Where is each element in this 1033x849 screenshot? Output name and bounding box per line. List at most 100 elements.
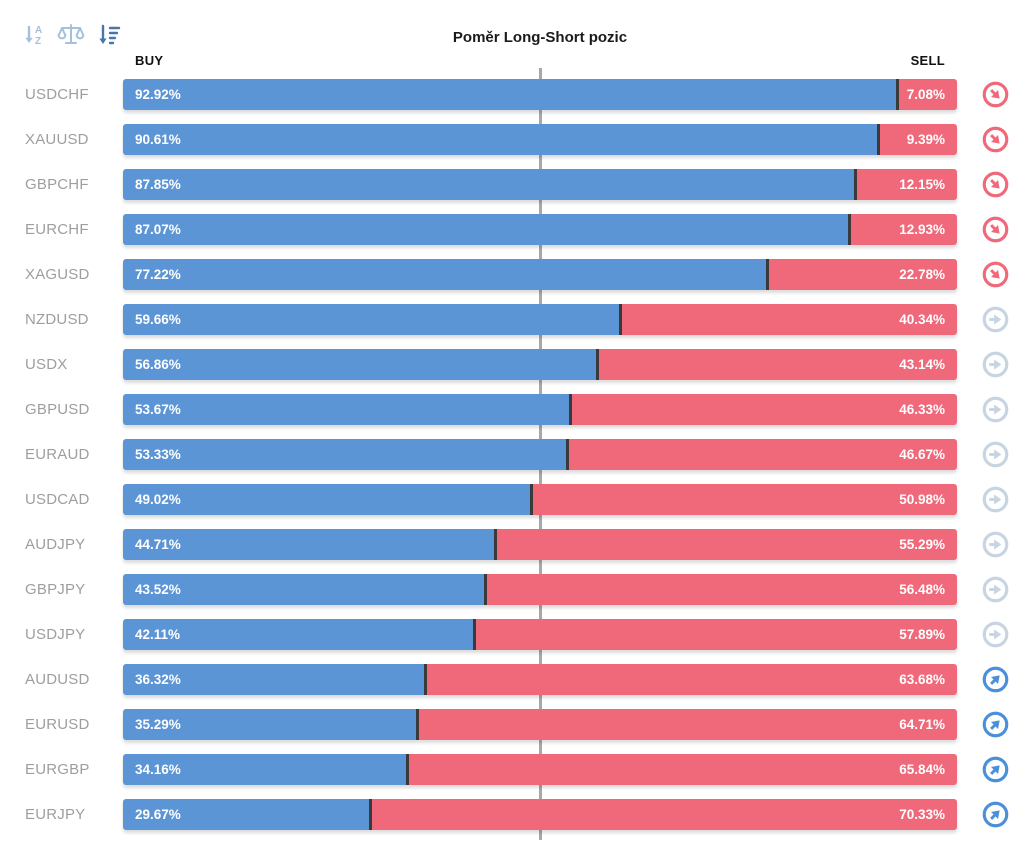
bar-divider xyxy=(368,799,372,830)
pair-row: GBPUSD 53.67% 46.33% xyxy=(0,387,1033,432)
signal-neutral-button[interactable] xyxy=(982,621,1009,648)
sell-bar-segment: 46.33% xyxy=(570,394,957,425)
chart-title: Poměr Long-Short pozic xyxy=(452,29,628,46)
sell-bar-segment: 63.68% xyxy=(425,664,957,695)
trend-down-icon xyxy=(982,261,1009,288)
signal-cell xyxy=(957,216,1033,243)
pair-label: XAUUSD xyxy=(25,131,89,148)
pair-row: GBPJPY 43.52% 56.48% xyxy=(0,567,1033,612)
signal-neutral-button[interactable] xyxy=(982,576,1009,603)
buy-bar-segment: 92.92% xyxy=(123,79,898,110)
ratio-bar: 90.61% 9.39% xyxy=(123,124,957,155)
sell-bar-segment: 70.33% xyxy=(370,799,957,830)
balance-scale-icon xyxy=(57,21,85,52)
signal-cell xyxy=(957,801,1033,828)
pair-row: AUDJPY 44.71% 55.29% xyxy=(0,522,1033,567)
pair-row: XAGUSD 77.22% 22.78% xyxy=(0,252,1033,297)
buy-bar-segment: 87.07% xyxy=(123,214,850,245)
buy-percent-value: 35.29% xyxy=(135,717,181,732)
buy-percent-value: 77.22% xyxy=(135,267,181,282)
pair-label: GBPCHF xyxy=(25,176,89,193)
buy-percent-value: 34.16% xyxy=(135,762,181,777)
buy-percent-value: 56.86% xyxy=(135,357,181,372)
signal-up-button[interactable] xyxy=(982,666,1009,693)
pair-label: EURAUD xyxy=(25,446,90,463)
sort-balance-button[interactable] xyxy=(57,22,85,50)
pair-row: XAUUSD 90.61% 9.39% xyxy=(0,117,1033,162)
buy-percent-value: 92.92% xyxy=(135,87,181,102)
sort-toolbar: A Z xyxy=(20,22,122,50)
buy-percent-value: 59.66% xyxy=(135,312,181,327)
ratio-bar: 36.32% 63.68% xyxy=(123,664,957,695)
sell-bar-segment: 12.93% xyxy=(849,214,957,245)
sell-bar-segment: 12.15% xyxy=(855,169,957,200)
signal-up-button[interactable] xyxy=(982,801,1009,828)
pair-row: EURUSD 35.29% 64.71% xyxy=(0,702,1033,747)
trend-up-icon xyxy=(982,756,1009,783)
signal-neutral-button[interactable] xyxy=(982,531,1009,558)
pair-label: EURJPY xyxy=(25,806,86,823)
signal-neutral-button[interactable] xyxy=(982,441,1009,468)
buy-percent-value: 87.85% xyxy=(135,177,181,192)
sell-percent-value: 46.33% xyxy=(899,402,945,417)
signal-up-button[interactable] xyxy=(982,756,1009,783)
bar-divider xyxy=(472,619,476,650)
bar-divider xyxy=(566,439,570,470)
signal-down-button[interactable] xyxy=(982,216,1009,243)
buy-bar-segment: 49.02% xyxy=(123,484,532,515)
pair-label: NZDUSD xyxy=(25,311,89,328)
bar-divider xyxy=(877,124,881,155)
sort-alphabetical-button[interactable]: A Z xyxy=(20,22,48,50)
pair-label: USDX xyxy=(25,356,68,373)
signal-cell xyxy=(957,666,1033,693)
buy-bar-segment: 42.11% xyxy=(123,619,475,650)
sell-percent-value: 40.34% xyxy=(899,312,945,327)
long-short-chart: USDCHF 92.92% 7.08% XAUUSD 90.61% 9.39% … xyxy=(0,68,1033,840)
trend-up-icon xyxy=(982,711,1009,738)
sell-percent-value: 46.67% xyxy=(899,447,945,462)
pair-label: EURGBP xyxy=(25,761,90,778)
buy-percent-value: 36.32% xyxy=(135,672,181,687)
signal-cell xyxy=(957,351,1033,378)
signal-down-button[interactable] xyxy=(982,126,1009,153)
sort-amount-button[interactable] xyxy=(94,22,122,50)
signal-cell xyxy=(957,126,1033,153)
sell-bar-segment: 40.34% xyxy=(620,304,957,335)
sell-bar-segment: 22.78% xyxy=(767,259,957,290)
buy-percent-value: 53.67% xyxy=(135,402,181,417)
pair-label: USDCHF xyxy=(25,86,89,103)
signal-down-button[interactable] xyxy=(982,261,1009,288)
pair-label: GBPUSD xyxy=(25,401,90,418)
signal-cell xyxy=(957,81,1033,108)
sell-percent-value: 63.68% xyxy=(899,672,945,687)
buy-percent-value: 42.11% xyxy=(135,627,181,642)
pair-label: AUDUSD xyxy=(25,671,90,688)
signal-neutral-button[interactable] xyxy=(982,351,1009,378)
bar-divider xyxy=(854,169,858,200)
buy-bar-segment: 53.33% xyxy=(123,439,568,470)
signal-neutral-button[interactable] xyxy=(982,396,1009,423)
buy-bar-segment: 77.22% xyxy=(123,259,767,290)
buy-bar-segment: 35.29% xyxy=(123,709,418,740)
sell-percent-value: 50.98% xyxy=(899,492,945,507)
buy-bar-segment: 56.86% xyxy=(123,349,598,380)
sell-percent-value: 12.15% xyxy=(899,177,945,192)
ratio-bar: 42.11% 57.89% xyxy=(123,619,957,650)
sell-bar-segment: 57.89% xyxy=(474,619,957,650)
signal-neutral-button[interactable] xyxy=(982,486,1009,513)
signal-down-button[interactable] xyxy=(982,81,1009,108)
signal-down-button[interactable] xyxy=(982,171,1009,198)
ratio-bar: 44.71% 55.29% xyxy=(123,529,957,560)
signal-neutral-button[interactable] xyxy=(982,306,1009,333)
bar-divider xyxy=(847,214,851,245)
pair-label: USDJPY xyxy=(25,626,86,643)
sell-bar-segment: 43.14% xyxy=(597,349,957,380)
signal-cell xyxy=(957,486,1033,513)
bar-divider xyxy=(619,304,623,335)
buy-bar-segment: 36.32% xyxy=(123,664,426,695)
buy-column-header: BUY xyxy=(135,52,164,68)
buy-bar-segment: 29.67% xyxy=(123,799,371,830)
signal-up-button[interactable] xyxy=(982,711,1009,738)
pair-row: AUDUSD 36.32% 63.68% xyxy=(0,657,1033,702)
